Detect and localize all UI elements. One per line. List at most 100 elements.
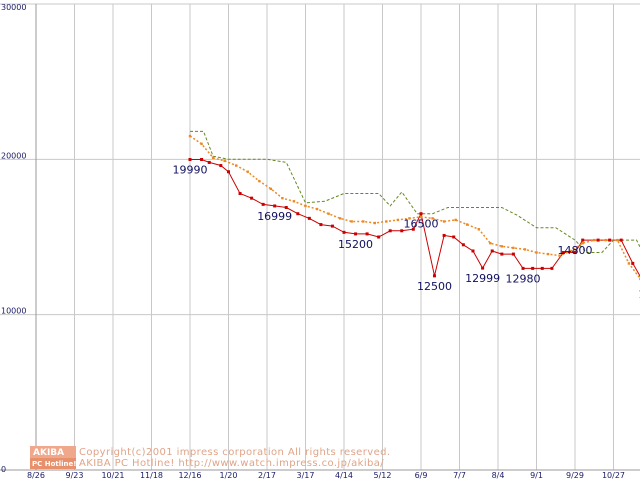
x-tick-label: 1/20 — [220, 471, 238, 480]
average-point-marker — [523, 248, 527, 251]
min-point-marker — [377, 235, 381, 239]
watermark: AKIBA PC Hotline! Copyright(c)2001 impre… — [30, 446, 390, 469]
average-point-marker — [477, 228, 480, 231]
average-point-marker — [211, 156, 215, 159]
average-point-marker — [627, 262, 631, 265]
min-point-marker — [500, 252, 504, 256]
data-label: 14800 — [558, 244, 593, 257]
y-tick-label: 30000 — [1, 3, 26, 12]
x-tick-label: 9/1 — [530, 471, 543, 480]
average-point-marker — [292, 200, 296, 203]
min-point-marker — [319, 223, 323, 227]
min-point-marker — [400, 229, 404, 233]
gridlines — [0, 3, 640, 471]
min-point-marker — [411, 227, 415, 231]
data-label: 12999 — [465, 272, 500, 285]
data-labels: 19990 16999 15200 16500 12500 12999 12980 14800… — [173, 163, 640, 301]
min-point-marker — [471, 249, 475, 253]
min-point-marker — [432, 274, 436, 278]
min-point-marker — [531, 266, 535, 270]
y-tick-label: 0 — [1, 465, 6, 474]
average-point-marker — [223, 159, 226, 163]
y-tick-label: 10000 — [1, 307, 26, 316]
min-point-marker — [490, 249, 494, 253]
average-point-marker — [350, 220, 353, 223]
average-point-marker — [431, 217, 434, 220]
average-point-marker — [373, 221, 376, 225]
x-tick-label: 3/17 — [297, 471, 315, 480]
min-point-marker — [573, 251, 577, 255]
site-url-text: AKIBA PC Hotline! http://www.watch.impre… — [79, 458, 384, 469]
average-point-marker — [500, 245, 504, 248]
min-point-marker — [521, 266, 525, 270]
x-tick-label: 8/26 — [27, 471, 45, 480]
akiba-logo: AKIBA PC Hotline! — [30, 446, 76, 469]
y-tick-label: 20000 — [1, 151, 26, 160]
average-point-marker — [581, 242, 584, 245]
x-tick-label: 8/4 — [492, 471, 505, 480]
data-label: 16999 — [257, 210, 292, 223]
average-point-marker — [327, 212, 330, 215]
tick-labels: 8/26 9/23 10/21 11/18 12/16 1/20 2/17 3/17 4/14 5… — [1, 3, 625, 480]
min-point-marker — [188, 157, 192, 161]
average-point-marker — [304, 204, 307, 208]
min-point-marker — [481, 266, 485, 270]
logo-text-akiba: AKIBA — [33, 448, 64, 458]
min-point-marker — [307, 216, 311, 220]
min-point-marker — [284, 205, 288, 209]
min-point-marker — [550, 266, 554, 270]
x-tick-label: 5/12 — [374, 471, 392, 480]
min-point-marker — [461, 243, 465, 247]
min-point-marker — [619, 238, 623, 242]
min-point-marker — [442, 233, 446, 237]
average-point-marker — [200, 142, 203, 145]
x-tick-label: 10/21 — [101, 471, 124, 480]
average-point-marker — [569, 249, 573, 253]
min-point-marker — [354, 232, 358, 236]
data-label: 16500 — [404, 218, 439, 231]
average-point-marker — [362, 220, 365, 223]
min-point-marker — [330, 224, 334, 228]
average-point-marker — [188, 134, 192, 138]
x-tick-label: 12/16 — [178, 471, 201, 480]
average-point-marker — [442, 220, 446, 223]
average-point-marker — [315, 207, 319, 211]
x-tick-label: 10/27 — [602, 471, 625, 480]
min-point-marker — [296, 212, 300, 216]
min-point-marker — [219, 164, 223, 168]
copyright-text: Copyright(c)2001 impress corporation All… — [79, 447, 390, 458]
min-point-marker — [452, 235, 456, 239]
min-point-marker — [596, 238, 600, 242]
axes — [0, 4, 640, 471]
min-point-marker — [419, 212, 423, 216]
average-point-marker — [338, 217, 342, 220]
logo-top-band — [30, 446, 76, 458]
average-point-marker — [489, 242, 492, 245]
average-point-marker — [466, 223, 469, 226]
min-point-marker — [365, 232, 369, 236]
x-tick-label: 2/17 — [258, 471, 276, 480]
min-point-marker — [342, 230, 346, 234]
average-point-marker — [512, 246, 515, 250]
data-label: 11970 — [638, 288, 640, 301]
average-point-marker — [454, 218, 457, 222]
average-point-marker — [235, 164, 238, 167]
average-point-marker — [593, 238, 596, 242]
x-tick-label: 9/29 — [566, 471, 584, 480]
min-point-marker — [388, 229, 392, 233]
x-tick-label: 7/7 — [453, 471, 466, 480]
x-tick-label: 9/23 — [66, 471, 84, 480]
x-tick-label: 4/14 — [335, 471, 353, 480]
data-label: 19990 — [173, 163, 208, 176]
min-point-marker — [540, 266, 544, 270]
min-point-marker — [631, 261, 635, 265]
logo-bottom-band — [30, 458, 76, 469]
average-point-marker — [558, 254, 561, 257]
average-point-marker — [396, 218, 400, 222]
data-label: 12500 — [417, 280, 452, 293]
x-tick-label: 11/18 — [140, 471, 163, 480]
data-label: 15200 — [338, 238, 373, 251]
average-point-marker — [246, 170, 249, 173]
